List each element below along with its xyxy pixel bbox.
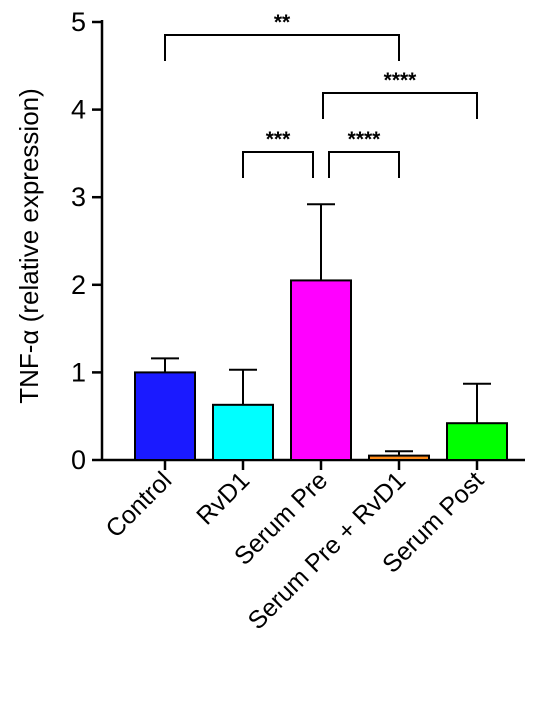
y-tick-label: 4	[71, 95, 86, 125]
bar	[290, 279, 352, 462]
x-tick-label: RvD1	[191, 466, 255, 530]
significance-label: **	[274, 11, 291, 34]
bars	[134, 203, 508, 462]
significance-bracket	[322, 92, 478, 119]
significance-label: ****	[348, 128, 382, 151]
significance-label: ***	[266, 128, 291, 151]
significance-bracket	[242, 151, 314, 178]
y-tick-label: 3	[71, 182, 86, 212]
significance-bracket	[164, 34, 400, 61]
significance-label: ****	[384, 69, 418, 92]
significance-bracket	[328, 151, 400, 178]
y-tick-label: 2	[71, 270, 86, 300]
y-tick-label: 0	[71, 445, 86, 475]
y-tick-label: 5	[71, 7, 86, 37]
bar	[446, 422, 508, 462]
y-axis-label: TNF-α (relative expression)	[14, 88, 44, 404]
y-tick-label: 1	[71, 357, 86, 387]
significance-brackets: ********* ****	[164, 11, 478, 178]
x-tick-label: Control	[100, 466, 177, 543]
bar	[212, 403, 274, 462]
bar	[134, 371, 196, 461]
bar	[368, 454, 430, 461]
